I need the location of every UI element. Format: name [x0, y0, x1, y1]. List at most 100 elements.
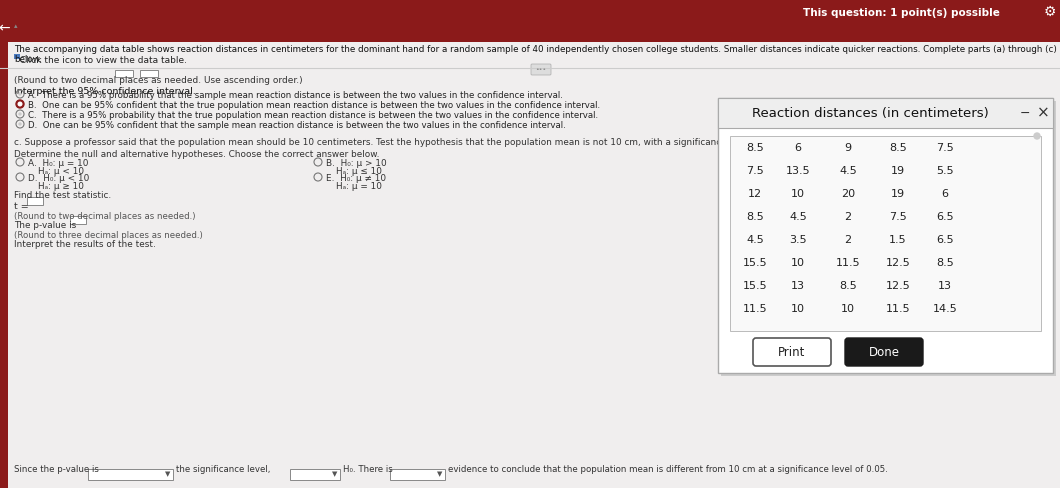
- Text: 8.5: 8.5: [840, 281, 856, 291]
- Text: (Round to two decimal places as needed. Use ascending order.): (Round to two decimal places as needed. …: [14, 76, 302, 85]
- Text: B.  H₀: μ > 10: B. H₀: μ > 10: [326, 159, 387, 168]
- Text: 10: 10: [841, 304, 855, 314]
- Circle shape: [19, 113, 21, 115]
- Text: 10: 10: [791, 304, 805, 314]
- Text: 11.5: 11.5: [835, 258, 861, 268]
- FancyBboxPatch shape: [0, 42, 1060, 488]
- Circle shape: [19, 93, 21, 95]
- FancyBboxPatch shape: [721, 101, 1056, 376]
- Text: 19: 19: [891, 189, 905, 199]
- FancyBboxPatch shape: [26, 197, 43, 205]
- Text: 6: 6: [941, 189, 949, 199]
- Text: 15.5: 15.5: [743, 258, 767, 268]
- Text: 9: 9: [845, 143, 851, 153]
- Text: ▼: ▼: [164, 471, 170, 477]
- Text: 6.5: 6.5: [936, 212, 954, 222]
- Text: 2: 2: [845, 235, 851, 245]
- Text: 11.5: 11.5: [743, 304, 767, 314]
- FancyBboxPatch shape: [531, 64, 551, 75]
- FancyBboxPatch shape: [390, 468, 445, 480]
- Text: D.  One can be 95% confident that the sample mean reaction distance is between t: D. One can be 95% confident that the sam…: [28, 121, 566, 130]
- Circle shape: [16, 100, 24, 108]
- Text: ▼: ▼: [437, 471, 442, 477]
- Text: Hₐ: μ ≤ 10: Hₐ: μ ≤ 10: [336, 167, 382, 176]
- FancyBboxPatch shape: [845, 338, 923, 366]
- Text: ⚙: ⚙: [1044, 5, 1056, 19]
- FancyBboxPatch shape: [140, 70, 158, 77]
- Text: ▼: ▼: [332, 471, 337, 477]
- Text: 6.5: 6.5: [936, 235, 954, 245]
- Text: 3.5: 3.5: [790, 235, 807, 245]
- Text: H₀. There is: H₀. There is: [343, 465, 393, 474]
- Text: The p-value is: The p-value is: [14, 221, 76, 230]
- FancyBboxPatch shape: [730, 136, 1041, 331]
- Text: 4.5: 4.5: [789, 212, 807, 222]
- Circle shape: [1034, 133, 1040, 139]
- Text: Hₐ: μ = 10: Hₐ: μ = 10: [336, 182, 382, 191]
- Text: Find the test statistic.: Find the test statistic.: [14, 191, 111, 200]
- Text: D.  H₀: μ < 10: D. H₀: μ < 10: [28, 174, 89, 183]
- Text: (Round to two decimal places as needed.): (Round to two decimal places as needed.): [14, 212, 195, 221]
- Text: 7.5: 7.5: [746, 166, 764, 176]
- Text: 11.5: 11.5: [886, 304, 911, 314]
- Text: 19: 19: [891, 166, 905, 176]
- Text: Since the p-value is: Since the p-value is: [14, 465, 99, 474]
- FancyBboxPatch shape: [88, 468, 173, 480]
- Text: 12.5: 12.5: [885, 281, 911, 291]
- Text: ×: ×: [1037, 105, 1049, 121]
- Text: 8.5: 8.5: [889, 143, 907, 153]
- Text: c. Suppose a professor said that the population mean should be 10 centimeters. T: c. Suppose a professor said that the pop…: [14, 138, 788, 147]
- Text: the significance level,: the significance level,: [176, 465, 270, 474]
- FancyBboxPatch shape: [718, 98, 1053, 373]
- Text: Print: Print: [778, 346, 806, 359]
- Text: 4.5: 4.5: [840, 166, 856, 176]
- FancyBboxPatch shape: [114, 70, 134, 77]
- Text: Determine the null and alternative hypotheses. Choose the correct answer below.: Determine the null and alternative hypot…: [14, 150, 379, 159]
- Text: evidence to conclude that the population mean is different from 10 cm at a signi: evidence to conclude that the population…: [448, 465, 888, 474]
- Text: A.  There is a 95% probability that the sample mean reaction distance is between: A. There is a 95% probability that the s…: [28, 91, 563, 100]
- Text: 7.5: 7.5: [889, 212, 907, 222]
- Text: The accompanying data table shows reaction distances in centimeters for the domi: The accompanying data table shows reacti…: [14, 45, 1057, 64]
- Text: 6: 6: [795, 143, 801, 153]
- Text: B.  One can be 95% confident that the true population mean reaction distance is : B. One can be 95% confident that the tru…: [28, 101, 600, 110]
- Text: Interpret the results of the test.: Interpret the results of the test.: [14, 240, 156, 249]
- FancyBboxPatch shape: [70, 216, 87, 224]
- Text: 13.5: 13.5: [785, 166, 810, 176]
- FancyBboxPatch shape: [289, 468, 340, 480]
- Text: •••: •••: [535, 67, 547, 72]
- Text: 8.5: 8.5: [746, 212, 764, 222]
- Text: t =: t =: [14, 202, 29, 211]
- Circle shape: [19, 123, 21, 125]
- Text: Hₐ: μ ≥ 10: Hₐ: μ ≥ 10: [38, 182, 84, 191]
- Text: This question: 1 point(s) possible: This question: 1 point(s) possible: [803, 8, 1000, 18]
- Text: 10: 10: [791, 258, 805, 268]
- Text: 20: 20: [841, 189, 855, 199]
- Text: Reaction distances (in centimeters): Reaction distances (in centimeters): [753, 106, 989, 120]
- Text: 13: 13: [791, 281, 805, 291]
- FancyBboxPatch shape: [0, 42, 8, 488]
- Text: 7.5: 7.5: [936, 143, 954, 153]
- Text: Click the icon to view the data table.: Click the icon to view the data table.: [14, 56, 187, 65]
- Text: ▴: ▴: [14, 23, 18, 29]
- Text: 8.5: 8.5: [936, 258, 954, 268]
- Text: −: −: [1020, 106, 1030, 120]
- FancyBboxPatch shape: [14, 54, 20, 59]
- Text: Done: Done: [868, 346, 900, 359]
- Text: 12.5: 12.5: [885, 258, 911, 268]
- Text: 8.5: 8.5: [746, 143, 764, 153]
- Text: 4.5: 4.5: [746, 235, 764, 245]
- Circle shape: [18, 102, 22, 106]
- Text: 2: 2: [845, 212, 851, 222]
- Text: ←: ←: [0, 21, 10, 35]
- Text: Hₐ: μ < 10: Hₐ: μ < 10: [38, 167, 84, 176]
- Text: A.  H₀: μ = 10: A. H₀: μ = 10: [28, 159, 88, 168]
- Text: (Round to three decimal places as needed.): (Round to three decimal places as needed…: [14, 231, 202, 240]
- Text: 12: 12: [748, 189, 762, 199]
- Text: 14.5: 14.5: [933, 304, 957, 314]
- Text: 10: 10: [791, 189, 805, 199]
- Text: 1.5: 1.5: [889, 235, 906, 245]
- Text: Interpret the 95% confidence interval.: Interpret the 95% confidence interval.: [14, 87, 196, 96]
- FancyBboxPatch shape: [753, 338, 831, 366]
- Text: 5.5: 5.5: [936, 166, 954, 176]
- FancyBboxPatch shape: [0, 0, 1060, 42]
